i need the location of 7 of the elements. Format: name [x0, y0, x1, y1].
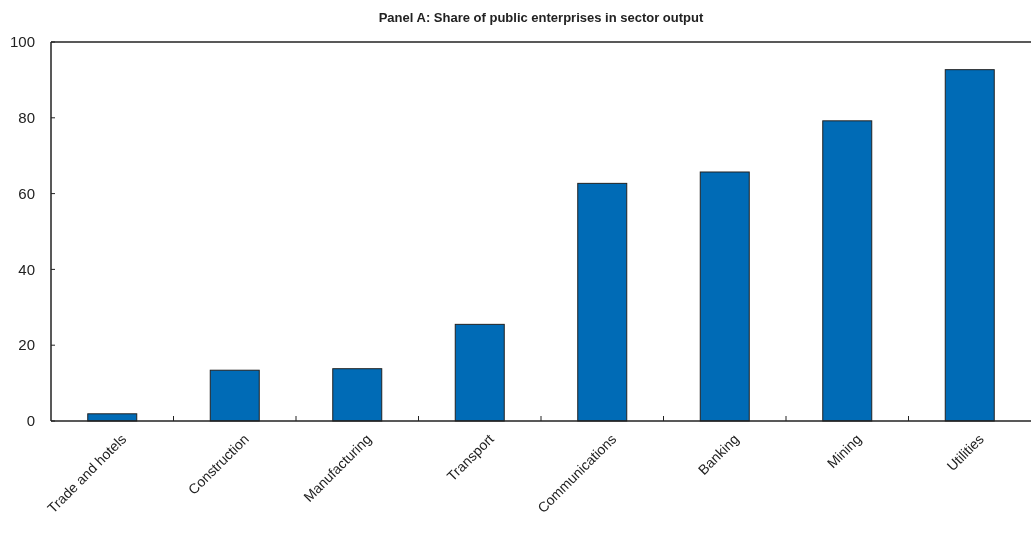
chart-title: Panel A: Share of public enterprises in sector output — [378, 10, 704, 25]
y-tick-label: 60 — [18, 184, 35, 202]
y-tick-label: 40 — [18, 260, 35, 278]
y-tick-label: 100 — [9, 33, 35, 51]
y-tick-label: 80 — [18, 109, 35, 127]
y-tick-label: 20 — [18, 336, 35, 354]
y-tick-label: 0 — [26, 412, 35, 430]
